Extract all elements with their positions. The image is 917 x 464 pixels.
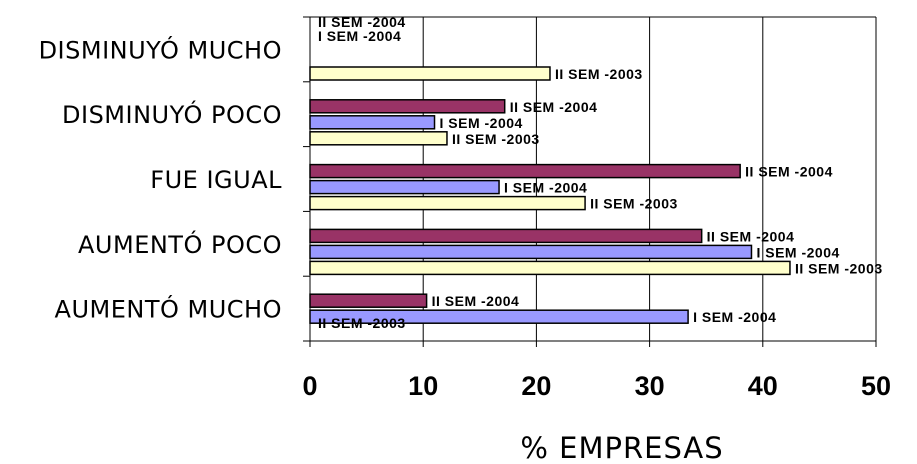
bar-3-series-2 xyxy=(309,260,791,276)
bar-3-series-1 xyxy=(309,244,753,260)
data-label-1-series-0: II SEM -2004 xyxy=(510,99,598,115)
x-tick-label-0: 0 xyxy=(302,371,317,401)
x-axis-title: % EMPRESAS xyxy=(520,431,723,464)
data-label-4-series-2: II SEM -2003 xyxy=(318,315,406,331)
x-tick-label-30: 30 xyxy=(635,371,665,401)
data-label-1-series-1: I SEM -2004 xyxy=(440,115,523,131)
axes xyxy=(303,16,877,347)
category-label-3: AUMENTÓ POCO xyxy=(78,229,282,259)
bar-3-series-0 xyxy=(309,228,703,244)
category-label-4: AUMENTÓ MUCHO xyxy=(55,294,282,324)
data-label-2-series-0: II SEM -2004 xyxy=(745,164,833,180)
x-tick-labels: 0 10 20 30 40 50 xyxy=(302,371,891,401)
data-label-0-series-0: II SEM -2004 xyxy=(318,14,406,30)
bar-2-series-0 xyxy=(309,163,741,179)
data-label-3-series-0: II SEM -2004 xyxy=(707,228,795,244)
data-label-4-series-0: II SEM -2004 xyxy=(432,293,520,309)
bar-0-series-2 xyxy=(309,66,551,81)
data-label-2-series-1: I SEM -2004 xyxy=(504,180,587,196)
x-tick-label-50: 50 xyxy=(861,371,891,401)
data-label-4-series-1: I SEM -2004 xyxy=(693,309,776,325)
bar-1-series-2 xyxy=(309,131,448,146)
data-label-2-series-2: II SEM -2003 xyxy=(590,196,678,212)
data-label-1-series-2: II SEM -2003 xyxy=(452,131,540,147)
bar-1-series-1 xyxy=(309,115,436,130)
bar-2-series-2 xyxy=(309,195,586,211)
x-tick-label-10: 10 xyxy=(408,371,438,401)
data-label-3-series-2: II SEM -2003 xyxy=(795,260,883,276)
x-tick-label-20: 20 xyxy=(521,371,551,401)
data-label-0-series-1: I SEM -2004 xyxy=(318,28,401,44)
bar-1-series-0 xyxy=(309,99,506,114)
x-tick-label-40: 40 xyxy=(748,371,778,401)
bar-2-series-1 xyxy=(309,179,500,195)
bar-4-series-0 xyxy=(309,293,428,308)
category-labels: DISMINUYÓ MUCHO DISMINUYÓ POCO FUE IGUAL AU… xyxy=(39,34,282,324)
data-label-3-series-1: I SEM -2004 xyxy=(756,244,839,260)
category-label-1: DISMINUYÓ POCO xyxy=(62,99,282,129)
category-label-0: DISMINUYÓ MUCHO xyxy=(39,34,282,64)
data-label-0-series-2: II SEM -2003 xyxy=(555,66,643,82)
category-label-2: FUE IGUAL xyxy=(150,166,282,194)
